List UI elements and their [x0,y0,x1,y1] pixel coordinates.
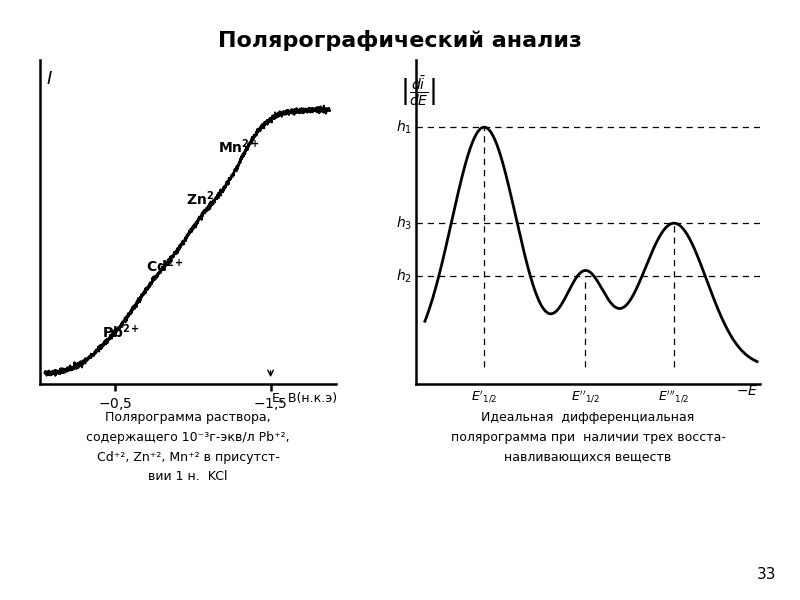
Text: $\mathbf{Pb^{2+}}$: $\mathbf{Pb^{2+}}$ [102,322,140,341]
Text: $E''_{1/2}$: $E''_{1/2}$ [570,389,599,405]
Text: 33: 33 [757,567,776,582]
Text: $-E$: $-E$ [736,384,758,398]
Text: Полярограмма раствора,: Полярограмма раствора, [105,411,271,424]
Text: $\left|\dfrac{d\bar{i}}{dE}\right|$: $\left|\dfrac{d\bar{i}}{dE}\right|$ [400,74,436,107]
Text: полярограмма при  наличии трех восста-: полярограмма при наличии трех восста- [450,431,726,444]
Text: вии 1 н.  KCl: вии 1 н. KCl [148,470,228,484]
Text: $h_3$: $h_3$ [396,214,412,232]
Text: Полярографический анализ: Полярографический анализ [218,30,582,51]
Text: Cd⁺², Zn⁺², Mn⁺² в присутст-: Cd⁺², Zn⁺², Mn⁺² в присутст- [97,451,279,464]
Text: навливающихся веществ: навливающихся веществ [504,451,672,464]
Text: $h_2$: $h_2$ [396,268,412,284]
Text: содержащего 10⁻³г-экв/л Pb⁺²,: содержащего 10⁻³г-экв/л Pb⁺², [86,431,290,444]
Text: $E'''_{1/2}$: $E'''_{1/2}$ [658,389,690,405]
Text: $I$: $I$ [46,70,53,88]
Text: $h_1$: $h_1$ [396,118,412,136]
Text: $\mathbf{Mn^{2+}}$: $\mathbf{Mn^{2+}}$ [218,137,259,155]
Text: $E'_{1/2}$: $E'_{1/2}$ [471,389,498,405]
Text: $\mathbf{Cd^{2+}}$: $\mathbf{Cd^{2+}}$ [146,256,184,275]
Text: E, B(н.к.э): E, B(н.к.э) [273,392,338,405]
Text: $\mathbf{Zn^{2+}}$: $\mathbf{Zn^{2+}}$ [186,190,224,208]
Text: Идеальная  дифференциальная: Идеальная дифференциальная [482,411,694,424]
